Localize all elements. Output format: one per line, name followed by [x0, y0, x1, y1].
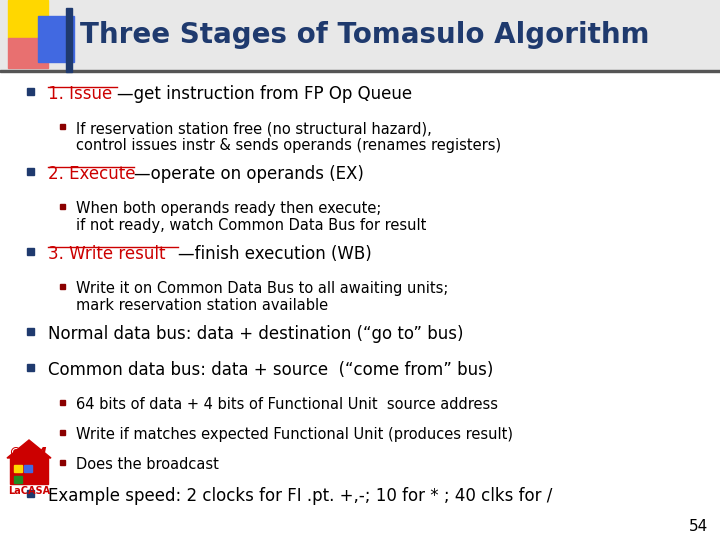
Bar: [27, 247, 34, 254]
Bar: [14, 476, 22, 483]
Text: Three Stages of Tomasulo Algorithm: Three Stages of Tomasulo Algorithm: [80, 21, 649, 49]
Bar: [8, 0, 48, 38]
Bar: [14, 465, 22, 472]
Bar: [27, 167, 34, 174]
Bar: [27, 87, 34, 94]
Polygon shape: [7, 440, 51, 458]
Text: Example speed: 2 clocks for FI .pt. +,-; 10 for * ; 40 clks for /: Example speed: 2 clocks for FI .pt. +,-;…: [48, 487, 552, 505]
Bar: [60, 124, 65, 129]
Bar: [24, 476, 32, 483]
Bar: [60, 460, 65, 464]
Bar: [24, 465, 32, 472]
Text: ©AM: ©AM: [8, 446, 46, 460]
Text: Write if matches expected Functional Unit (produces result): Write if matches expected Functional Uni…: [76, 427, 513, 442]
Text: 3. Write result: 3. Write result: [48, 245, 166, 263]
Text: If reservation station free (no structural hazard),
control issues instr & sends: If reservation station free (no structur…: [76, 121, 501, 153]
Bar: [66, 8, 72, 72]
Text: 64 bits of data + 4 bits of Functional Unit  source address: 64 bits of data + 4 bits of Functional U…: [76, 397, 498, 412]
Text: Common data bus: data + source  (“come from” bus): Common data bus: data + source (“come fr…: [48, 361, 493, 379]
Bar: [60, 204, 65, 208]
Text: —operate on operands (EX): —operate on operands (EX): [135, 165, 364, 183]
Text: LaCASA: LaCASA: [8, 486, 50, 496]
Bar: [27, 327, 34, 334]
Bar: [27, 363, 34, 370]
Bar: [60, 400, 65, 404]
Text: Does the broadcast: Does the broadcast: [76, 457, 219, 472]
Bar: [0, 0, 720, 70]
Text: 1. Issue: 1. Issue: [48, 85, 112, 103]
Text: 54: 54: [689, 519, 708, 534]
Text: —get instruction from FP Op Queue: —get instruction from FP Op Queue: [117, 85, 413, 103]
Text: When both operands ready then execute;
if not ready, watch Common Data Bus for r: When both operands ready then execute; i…: [76, 201, 426, 233]
Text: Write it on Common Data Bus to all awaiting units;
mark reservation station avai: Write it on Common Data Bus to all await…: [76, 281, 449, 313]
Bar: [60, 429, 65, 435]
Bar: [60, 284, 65, 288]
Bar: [10, 458, 48, 484]
Bar: [38, 16, 74, 62]
Text: —finish execution (WB): —finish execution (WB): [178, 245, 372, 263]
Bar: [0, 70, 720, 72]
Text: Normal data bus: data + destination (“go to” bus): Normal data bus: data + destination (“go…: [48, 325, 464, 343]
Bar: [27, 489, 34, 496]
Bar: [8, 38, 48, 68]
Text: 2. Execute: 2. Execute: [48, 165, 135, 183]
